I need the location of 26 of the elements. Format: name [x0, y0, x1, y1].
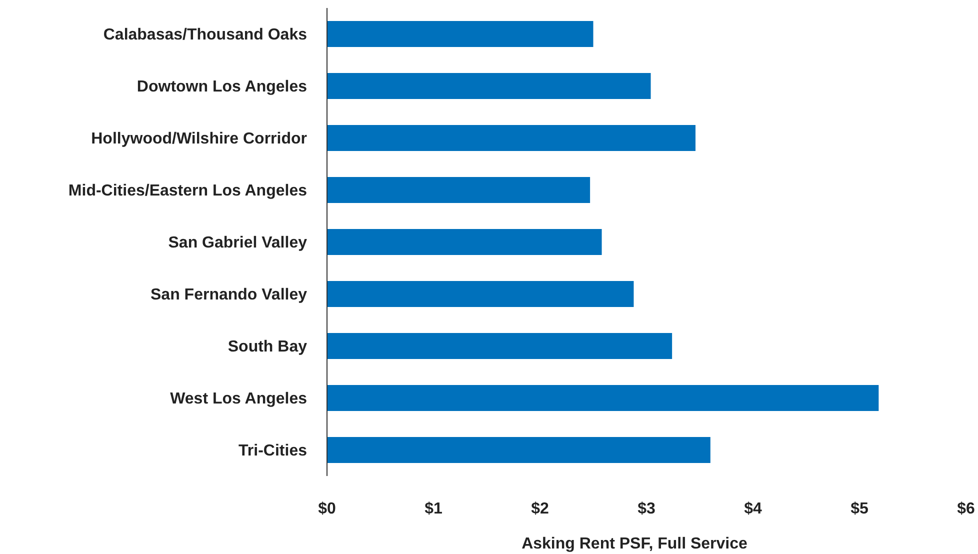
y-tick-label: San Fernando Valley [150, 286, 308, 304]
bar [327, 73, 651, 99]
bar [327, 437, 710, 463]
bar [327, 125, 696, 151]
y-tick-label: Dowtown Los Angeles [136, 78, 308, 96]
x-tick-label: $5 [850, 500, 868, 518]
x-tick-label: $4 [744, 500, 762, 518]
y-tick-label: Tri-Cities [238, 442, 308, 460]
x-tick-label: $3 [638, 500, 656, 518]
y-tick-label: West Los Angeles [170, 390, 308, 408]
x-axis-title: Asking Rent PSF, Full Service [522, 536, 748, 553]
bar [327, 177, 590, 203]
bar [327, 281, 634, 307]
bar [327, 333, 672, 359]
bar [327, 385, 879, 411]
bar [327, 229, 602, 255]
y-tick-label: San Gabriel Valley [168, 234, 308, 252]
y-tick-label: South Bay [228, 338, 308, 356]
x-tick-label: $0 [318, 500, 336, 518]
y-tick-label: Mid-Cities/Eastern Los Angeles [68, 182, 308, 200]
x-tick-label: $6 [957, 500, 975, 518]
bar [327, 21, 594, 47]
x-tick-label: $1 [424, 500, 442, 518]
y-tick-label: Calabasas/Thousand Oaks [103, 26, 308, 44]
x-tick-label: $2 [531, 500, 549, 518]
y-tick-label: Hollywood/Wilshire Corridor [91, 130, 307, 148]
